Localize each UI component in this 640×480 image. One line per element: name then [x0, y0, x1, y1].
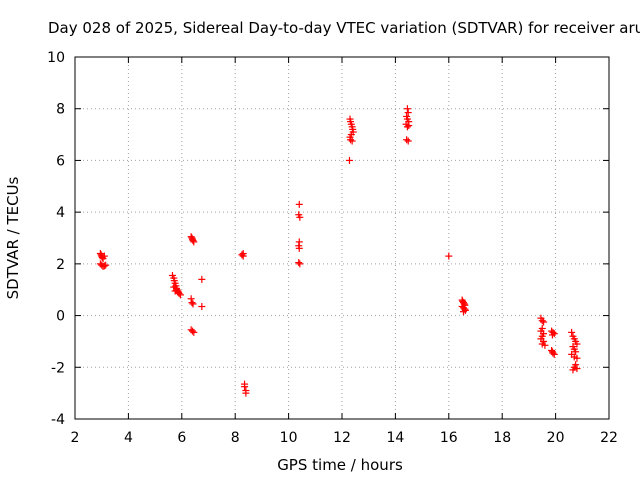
data-point: [241, 383, 249, 391]
data-point: [238, 251, 246, 259]
grid-layer: [75, 57, 609, 419]
data-point: [176, 291, 184, 299]
data-point: [347, 136, 355, 144]
data-point: [190, 238, 198, 246]
data-point: [175, 290, 183, 298]
data-point: [403, 105, 411, 113]
y-tick-label: -2: [51, 360, 65, 376]
x-tick-label: 10: [280, 430, 298, 446]
y-tick-label: 8: [56, 102, 65, 118]
data-point: [548, 348, 556, 356]
y-tick-label: 10: [47, 50, 65, 66]
data-point: [348, 137, 356, 145]
y-axis-label: SDTVAR / TECUs: [4, 176, 22, 299]
data-point: [404, 109, 412, 117]
data-point: [189, 300, 197, 308]
data-point: [405, 122, 413, 130]
x-tick-label: 18: [493, 430, 511, 446]
data-point: [548, 331, 556, 339]
x-tick-label: 22: [600, 430, 618, 446]
data-point: [190, 328, 198, 336]
data-point: [296, 213, 304, 221]
x-tick-label: 4: [124, 430, 133, 446]
x-axis-label: GPS time / hours: [277, 456, 403, 474]
data-point: [403, 136, 411, 144]
data-point: [295, 200, 303, 208]
data-point: [295, 259, 303, 267]
data-point: [540, 318, 548, 326]
data-point: [573, 365, 581, 373]
data-point: [573, 354, 581, 362]
x-tick-label: 2: [71, 430, 80, 446]
points-layer: [96, 105, 581, 397]
x-tick-label: 16: [440, 430, 458, 446]
data-point: [404, 137, 412, 145]
data-point: [445, 252, 453, 260]
data-point: [295, 244, 303, 252]
x-tick-label: 14: [386, 430, 404, 446]
data-point: [100, 252, 108, 260]
y-tick-label: -4: [51, 412, 65, 428]
data-point: [188, 327, 196, 335]
data-point: [188, 299, 196, 307]
data-point: [242, 389, 250, 397]
x-tick-label: 12: [333, 430, 351, 446]
data-point: [568, 328, 576, 336]
data-point: [189, 237, 197, 245]
tick-layer: 2 4 6 8 10 12 14 16 18 20 22 -4 -2 0 2 4 6 8 10: [47, 50, 618, 446]
data-point: [198, 275, 206, 283]
data-point: [187, 295, 195, 303]
data-point: [538, 317, 546, 325]
data-point: [102, 261, 110, 269]
data-point: [573, 340, 581, 348]
data-point: [198, 303, 206, 311]
x-tick-label: 8: [231, 430, 240, 446]
x-tick-label: 6: [177, 430, 186, 446]
y-tick-label: 6: [56, 153, 65, 169]
data-point: [572, 348, 580, 356]
y-tick-label: 0: [56, 309, 65, 325]
y-tick-label: 4: [56, 205, 65, 221]
data-point: [296, 260, 304, 268]
chart-title: Day 028 of 2025, Sidereal Day-to-day VTE…: [48, 19, 640, 37]
data-point: [345, 156, 353, 164]
data-point: [459, 308, 467, 316]
x-tick-label: 20: [547, 430, 565, 446]
data-point: [569, 366, 577, 374]
data-point: [170, 283, 178, 291]
data-point: [239, 252, 247, 260]
data-point: [100, 262, 108, 270]
data-point: [541, 341, 549, 349]
data-point: [171, 287, 179, 295]
data-point: [403, 123, 411, 131]
y-tick-label: 2: [56, 257, 65, 273]
